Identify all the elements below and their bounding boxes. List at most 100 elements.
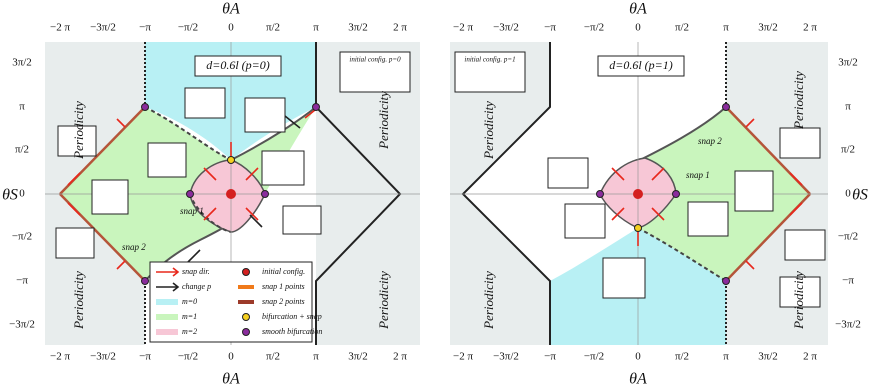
x-tick-label: −3π/2 [90, 22, 116, 34]
inset-label: initial config. p=1 [464, 56, 515, 64]
legend-swatch [238, 285, 254, 289]
x-tick-label: 3π/2 [348, 22, 368, 34]
y-tick-label: π [19, 101, 25, 113]
x-tick-label: π/2 [675, 351, 689, 363]
periodicity-label: Periodicity [791, 271, 806, 330]
x-tick-label: −2 π [453, 22, 473, 34]
smooth-bifurcation [141, 103, 320, 285]
legend-swatch [156, 314, 178, 320]
y-axis-label: θS [852, 187, 868, 204]
x-axis-label: θA [629, 371, 647, 388]
snap-arrows [67, 109, 316, 270]
bifurcation-snap [634, 224, 642, 232]
x-tick-label: −π/2 [178, 351, 198, 363]
legend-label: snap 1 points [262, 282, 305, 291]
y-tick-label: π [845, 101, 851, 113]
x-axis-label: θA [222, 1, 240, 18]
x-tick-label: −2 π [50, 351, 70, 363]
x-axis-label: θA [222, 371, 240, 388]
legend-swatch [242, 328, 250, 336]
legend-swatch [238, 300, 254, 304]
panel-title: d=0.6l (p=1) [609, 58, 673, 72]
x-tick-label: −π/2 [584, 351, 604, 363]
x-tick-label: −π [544, 22, 556, 34]
periodicity-label: Periodicity [71, 101, 86, 160]
x-tick-label: π/2 [266, 22, 280, 34]
legend-swatch [156, 329, 178, 335]
legend-label: change p [182, 282, 211, 291]
boundary [144, 106, 232, 161]
legend-label: smooth bifurcation [262, 327, 322, 336]
periodicity-label: Periodicity [481, 101, 496, 160]
x-tick-label: −3π/2 [90, 351, 116, 363]
periodicity-label: Periodicity [376, 271, 391, 330]
x-tick-label: 3π/2 [758, 22, 778, 34]
x-tick-label: −3π/2 [493, 351, 519, 363]
x-tick-label: π/2 [266, 351, 280, 363]
initial-config [226, 189, 236, 199]
left-panel [45, 42, 420, 345]
y-tick-label: −3π/2 [835, 319, 861, 331]
smooth-bifurcation [596, 103, 730, 285]
x-tick-label: −π/2 [178, 22, 198, 34]
y-tick-label: π/2 [15, 144, 29, 156]
x-tick-label: −π [139, 351, 151, 363]
legend-label: snap 2 points [262, 297, 305, 306]
y-tick-label: −π/2 [12, 231, 32, 243]
x-tick-label: π [723, 351, 729, 363]
right-panel [450, 42, 828, 345]
legend-swatch [156, 267, 180, 277]
x-tick-label: −π/2 [584, 22, 604, 34]
inset-label: initial config. p=0 [349, 56, 401, 64]
x-tick-label: −π [544, 351, 556, 363]
periodicity-label: Periodicity [71, 271, 86, 330]
x-axis-label: θA [629, 1, 647, 18]
snap-arrows [611, 118, 803, 270]
legend-label: m=1 [182, 312, 197, 321]
x-tick-label: 0 [228, 351, 234, 363]
y-tick-label: 3π/2 [12, 57, 32, 69]
y-tick-label: −π [842, 275, 854, 287]
x-tick-label: 2 π [393, 351, 407, 363]
y-tick-label: −3π/2 [9, 319, 35, 331]
panel-title: d=0.6l (p=0) [206, 58, 270, 72]
x-tick-label: π [313, 351, 319, 363]
x-tick-label: −2 π [453, 351, 473, 363]
x-tick-label: 0 [635, 351, 641, 363]
x-tick-label: 2 π [393, 22, 407, 34]
x-tick-label: −π [139, 22, 151, 34]
x-tick-label: π [313, 22, 319, 34]
snap-label: snap 1 [686, 170, 710, 180]
y-tick-label: 3π/2 [838, 57, 858, 69]
x-tick-label: 0 [228, 22, 234, 34]
y-tick-label: 0 [845, 188, 851, 200]
x-tick-label: 3π/2 [758, 351, 778, 363]
insets [55, 51, 411, 259]
y-tick-label: π/2 [841, 144, 855, 156]
boundary [637, 227, 727, 282]
title-box [194, 55, 282, 77]
initial-config [633, 189, 643, 199]
periodicity-label: Periodicity [791, 71, 806, 130]
y-tick-label: 0 [19, 188, 25, 200]
legend-label: m=2 [182, 327, 197, 336]
insets [454, 51, 826, 308]
legend-swatch [242, 268, 250, 276]
legend-label: bifurcation + snap [262, 312, 322, 321]
x-tick-label: π/2 [675, 22, 689, 34]
legend-swatch [156, 299, 178, 305]
legend-swatch [242, 313, 250, 321]
x-tick-label: π [723, 22, 729, 34]
x-tick-label: 2 π [803, 22, 817, 34]
snap-label: snap 2 [698, 136, 722, 146]
x-tick-label: −3π/2 [493, 22, 519, 34]
periodicity-label: Periodicity [481, 271, 496, 330]
x-tick-label: −2 π [50, 22, 70, 34]
legend-label: initial config. [262, 267, 305, 276]
y-axis-label: θS [2, 187, 18, 204]
legend-label: m=0 [182, 297, 197, 306]
legend-swatch [156, 282, 180, 292]
bifurcation-snap [227, 156, 235, 164]
snap-label: snap 1 [180, 206, 204, 216]
